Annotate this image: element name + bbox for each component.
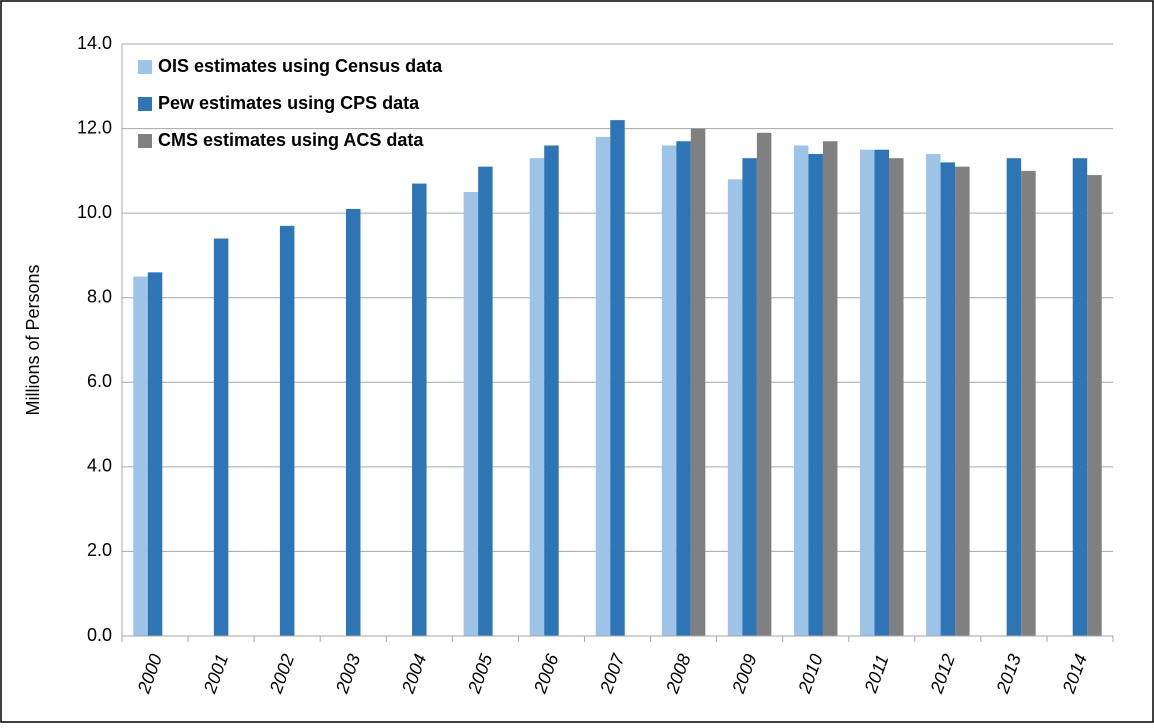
- bar: [822, 141, 838, 636]
- bar: [595, 137, 611, 636]
- bar: [1021, 170, 1036, 636]
- bar: [940, 162, 956, 636]
- bar: [874, 149, 890, 636]
- y-tick-label: 2.0: [87, 540, 112, 560]
- bar: [661, 145, 677, 636]
- y-tick-label: 4.0: [87, 456, 112, 476]
- bar: [279, 225, 295, 637]
- legend-swatch: [138, 60, 152, 74]
- bar: [742, 158, 757, 636]
- bar: [808, 153, 823, 636]
- bar: [1072, 158, 1088, 636]
- bar: [676, 141, 691, 636]
- bar: [133, 276, 148, 636]
- legend-label: CMS estimates using ACS data: [158, 130, 424, 150]
- bar: [345, 208, 361, 636]
- legend-swatch: [138, 134, 152, 148]
- y-tick-label: 12.0: [77, 117, 112, 137]
- bar: [889, 158, 904, 636]
- bar: [1087, 175, 1102, 637]
- y-tick-label: 6.0: [87, 371, 112, 391]
- y-tick-label: 14.0: [77, 33, 112, 53]
- legend-label: OIS estimates using Census data: [158, 56, 443, 76]
- bar: [926, 153, 941, 636]
- bar: [478, 166, 493, 636]
- bar: [610, 120, 625, 637]
- bar: [213, 238, 229, 636]
- bar: [955, 166, 970, 636]
- bar: [793, 145, 809, 636]
- bar: [690, 128, 706, 637]
- legend-swatch: [138, 97, 152, 111]
- bar: [147, 272, 163, 636]
- bar: [727, 179, 743, 637]
- y-axis-label: Millions of Persons: [23, 264, 43, 415]
- y-tick-label: 8.0: [87, 286, 112, 306]
- y-tick-label: 10.0: [77, 202, 112, 222]
- bar: [860, 149, 875, 636]
- bar: [756, 132, 772, 637]
- bar: [544, 145, 559, 636]
- y-tick-label: 0.0: [87, 625, 112, 645]
- bar: [412, 183, 427, 637]
- bar: [463, 192, 479, 636]
- legend-label: Pew estimates using CPS data: [158, 93, 420, 113]
- bar: [1006, 158, 1022, 636]
- bar: [529, 158, 545, 636]
